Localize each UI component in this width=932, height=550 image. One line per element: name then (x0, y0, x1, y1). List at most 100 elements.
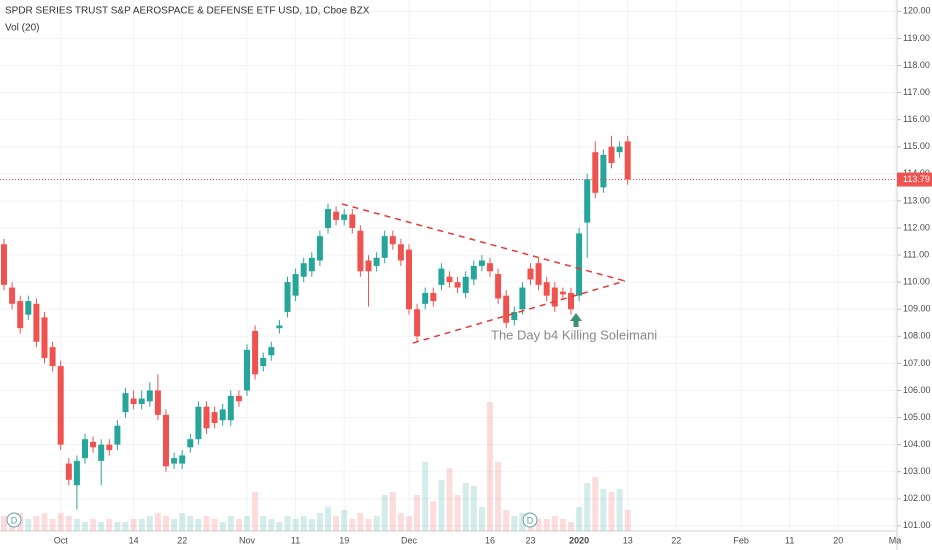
volume-bar (551, 516, 558, 531)
volume-bar (495, 462, 502, 531)
x-tick-label: 20 (833, 535, 843, 545)
y-tick-label: 111.00 (903, 249, 929, 259)
candle-body (308, 257, 315, 272)
candle-body (592, 152, 599, 193)
candle-body (414, 309, 421, 337)
volume-bar (600, 489, 607, 531)
volume-bar (308, 519, 315, 531)
candle-body (616, 146, 623, 153)
candle-body (495, 274, 502, 299)
volume-bar (470, 486, 477, 531)
y-tick-label: 120.00 (903, 6, 931, 16)
volume-bar (406, 516, 412, 531)
volume-bar (487, 402, 493, 531)
candle-body (333, 211, 340, 220)
candle-body (268, 347, 275, 356)
candle-layer (1, 135, 631, 510)
volume-bar (389, 492, 396, 531)
volume-bar (252, 492, 259, 531)
upper-trendline (341, 203, 626, 282)
triangle-drawing (341, 203, 626, 344)
candle-body (49, 347, 56, 367)
volume-bar (203, 516, 210, 531)
volume-bar (122, 522, 129, 531)
volume-bar (325, 507, 331, 531)
candle-body (163, 414, 169, 467)
volume-bar (422, 462, 429, 531)
candle-body (300, 263, 307, 277)
volume-bar (357, 513, 364, 531)
candle-body (503, 295, 510, 323)
x-tick-label: Oct (54, 535, 69, 545)
x-tick-label: Dec (401, 535, 418, 545)
volume-bar (300, 516, 307, 531)
candle-body (154, 390, 161, 415)
candle-body (543, 282, 550, 296)
volume-bar (478, 507, 485, 531)
candle-body (478, 260, 485, 266)
candle-body (1, 244, 7, 285)
y-tick-label: 112.00 (903, 222, 930, 232)
candle-body (82, 439, 88, 459)
candle-body (357, 230, 364, 272)
volume-bar (171, 519, 178, 531)
volume-bar (381, 495, 388, 531)
x-tick-label: 22 (671, 535, 681, 545)
volume-bar (519, 513, 526, 531)
y-tick-label: 115.00 (903, 141, 930, 151)
dividend-marker[interactable]: D (6, 512, 22, 528)
volume-bar (276, 522, 283, 531)
candle-body (341, 214, 348, 220)
marker-label: D (527, 515, 534, 525)
volume-bar (154, 513, 161, 531)
y-tick-label: 101.00 (903, 520, 931, 530)
candle-body (65, 463, 72, 480)
volume-bar (349, 519, 356, 531)
x-tick-label: 11 (785, 535, 794, 545)
x-tick-label: 2020 (569, 535, 589, 545)
x-tick-label: 14 (129, 535, 139, 545)
candle-body (519, 287, 526, 310)
volume-bar (397, 513, 404, 531)
volume-bar (98, 522, 105, 531)
candle-body (389, 236, 396, 245)
candle-body (535, 263, 542, 285)
volume-bar (90, 519, 97, 531)
candle-body (511, 311, 518, 321)
volume-bar (576, 507, 583, 531)
volume-bar (462, 483, 469, 531)
y-tick-label: 107.00 (903, 358, 931, 368)
candle-body (227, 395, 234, 421)
volume-bar (49, 519, 56, 531)
volume-bar (33, 516, 40, 531)
candle-body (211, 412, 218, 423)
volume-bar (25, 519, 32, 531)
candle-body (365, 260, 372, 272)
volume-bar (373, 516, 380, 531)
volume-bar (292, 519, 299, 531)
x-tick-label: 23 (525, 535, 535, 545)
candle-body (98, 444, 105, 461)
volume-bar (543, 519, 550, 531)
volume-bar (114, 522, 121, 531)
y-tick-label: 117.00 (903, 87, 930, 97)
volume-bar (268, 519, 275, 531)
x-tick-label: 16 (485, 535, 495, 545)
dividend-marker[interactable]: D (522, 512, 538, 528)
volume-bar (138, 519, 145, 531)
candle-body (171, 458, 178, 464)
candle-body (219, 409, 226, 421)
arrow-head (570, 313, 582, 321)
volume-bar (535, 519, 542, 531)
arrow-stem (573, 321, 579, 327)
arrow (570, 313, 582, 327)
marker-circle (6, 512, 22, 528)
candle-body (9, 287, 16, 304)
candle-body (252, 330, 259, 375)
candle-body (397, 244, 404, 261)
candle-body (406, 249, 412, 310)
candle-body (146, 390, 153, 402)
candle-body (381, 236, 388, 258)
candle-body (373, 257, 380, 266)
